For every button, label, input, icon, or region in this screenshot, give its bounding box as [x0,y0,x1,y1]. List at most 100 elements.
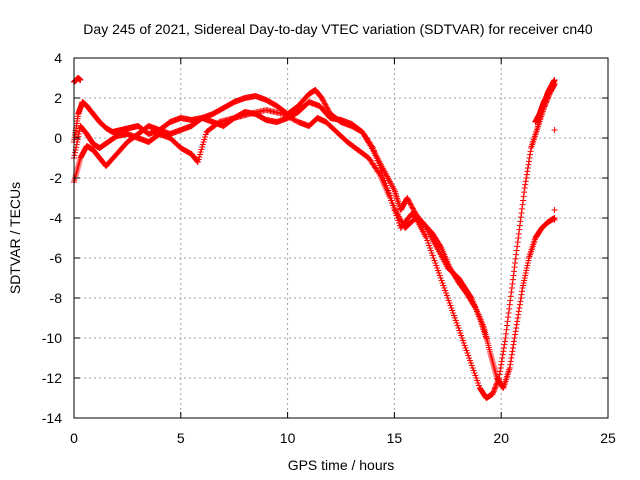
chart-title: Day 245 of 2021, Sidereal Day-to-day VTE… [83,21,593,37]
data-point-interp [75,131,82,137]
data-point-interp [509,276,516,283]
data-point-interp [516,222,523,229]
data-point [483,335,490,341]
data-point-interp [409,204,416,211]
data-point-interp [507,297,514,304]
data-point-interp [497,368,504,375]
data-point-interp [76,128,83,135]
y-tick-label: -10 [42,330,62,346]
data-point-interp [491,385,498,392]
data-point [515,235,522,241]
data-point-interp [410,207,417,213]
x-tick-label: 10 [280,430,296,446]
data-point-interp [512,328,519,335]
data-point-interp [500,348,507,355]
data-point-interp [505,310,512,316]
data-point-interp [490,388,497,395]
data-point-interp [407,200,414,207]
y-tick-label: -2 [50,170,63,186]
data-point-interp [499,351,506,358]
x-tick-label: 25 [600,430,616,446]
data-point-interp [408,203,415,209]
data-point-interp [524,168,531,175]
data-point-interp [514,318,521,325]
data-point [551,127,558,133]
y-tick-label: 2 [54,90,62,106]
data-point [508,285,515,291]
data-point [551,77,558,83]
data-point-interp [516,305,523,311]
data-point-interp [511,338,518,345]
data-point-interp [75,133,82,140]
data-point-interp [505,314,512,321]
x-tick-label: 5 [177,430,185,446]
x-tick-label: 0 [70,430,78,446]
data-point-interp [506,305,513,312]
y-tick-label: 4 [54,50,62,66]
x-tick-label: 20 [493,430,509,446]
data-point-interp [375,169,382,176]
data-point-interp [498,361,505,368]
data-point-interp [499,355,506,361]
data-point-interp [507,358,514,365]
data-point-interp [511,264,518,271]
data-point-interp [491,387,498,393]
data-point-interp [503,330,510,337]
data-point [506,365,513,371]
data-point-interp [514,315,521,321]
tick-labels: 0 5 10 15 20 25 -14 -12 -10 -8 -6 -4 -2 0 2 4 [42,50,616,446]
data-point [77,77,84,83]
data-point-interp [496,371,503,378]
y-tick-label: -6 [50,250,63,266]
data-point [489,391,496,397]
data-point [318,95,325,101]
data-point-interp [501,338,508,345]
series-track-a [71,81,558,401]
data-point-interp [526,155,533,161]
data-point-interp [324,105,331,112]
data-point-interp [527,148,534,155]
data-point-interp [519,205,526,212]
data-point-interp [525,161,532,168]
data-point-interp [514,239,521,246]
data-point [551,207,558,213]
data-point [551,217,558,223]
y-tick-label: 0 [54,130,62,146]
data-point-interp [507,293,514,300]
data-point-interp [521,189,528,196]
data-point [513,325,520,331]
data-point-interp [509,280,516,287]
data-point-interp [523,171,530,178]
data-point-interp [517,214,524,221]
data-point-interp [319,96,326,103]
data-point-interp [405,197,412,204]
data-point-interp [513,251,520,258]
y-tick-label: -8 [50,290,63,306]
data-point [404,195,411,201]
axis-ticks [73,57,609,419]
data-point-interp [323,103,330,109]
data-point-interp [512,260,519,266]
data-point-interp [500,345,507,351]
data-point-interp [74,136,81,143]
data-point-interp [518,291,525,298]
data-point-interp [522,178,529,185]
data-point-interp [323,104,330,111]
data-point-interp [514,243,521,250]
data-point-interp [322,101,329,108]
data-point-interp [510,272,517,279]
data-point-interp [510,341,517,348]
data-point-interp [517,298,524,305]
data-point-interp [517,295,524,301]
data-point-interp [409,205,416,212]
data-point-interp [519,201,526,208]
data-point-interp [522,181,529,188]
data-point-interp [511,335,518,341]
data-point-interp [506,301,513,308]
plot-frame [73,57,609,419]
data-point-interp [404,196,411,203]
data-point-interp [512,331,519,338]
data-point-interp [508,351,515,358]
data-point-interp [497,365,504,371]
data-point-interp [507,361,514,368]
